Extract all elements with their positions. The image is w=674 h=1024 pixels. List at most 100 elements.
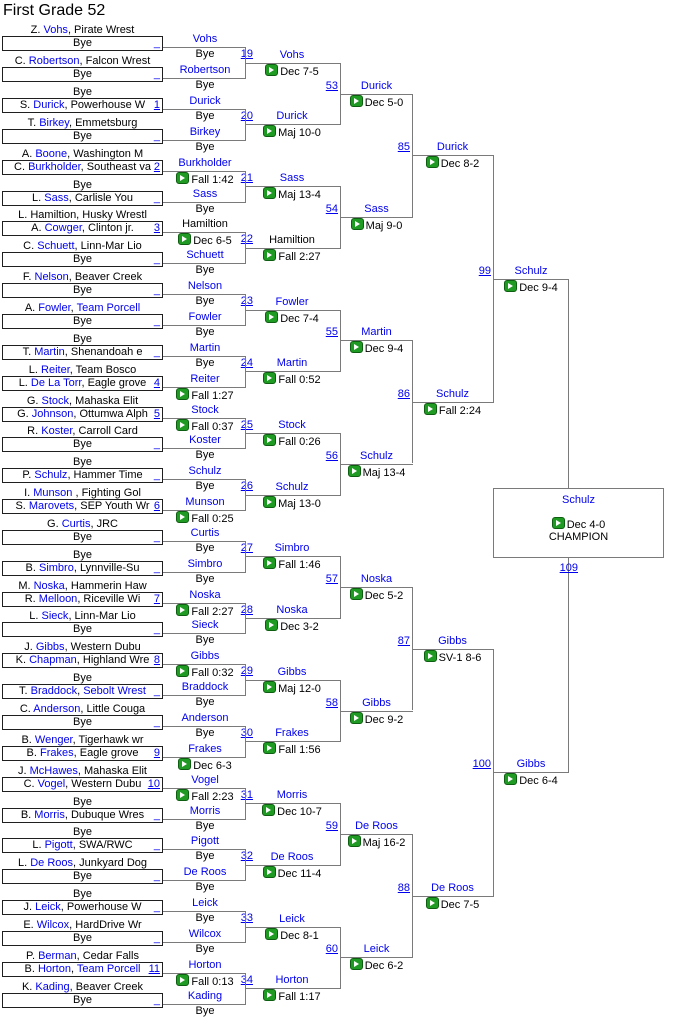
bout-number-link[interactable]: 32 bbox=[240, 850, 253, 862]
winner-name[interactable]: Leick bbox=[192, 897, 218, 909]
winner-name[interactable]: Schulz bbox=[188, 465, 222, 477]
winner-name[interactable]: Horton bbox=[275, 974, 309, 986]
play-video-icon[interactable] bbox=[425, 897, 439, 909]
winner-name[interactable]: Leick bbox=[279, 913, 305, 925]
play-video-icon[interactable] bbox=[176, 789, 190, 801]
bout-number-link[interactable]: 34 bbox=[240, 974, 253, 986]
winner-name[interactable]: Frakes bbox=[188, 743, 222, 755]
winner-name[interactable]: Braddock bbox=[181, 681, 229, 693]
seed-slot-link[interactable]: _ bbox=[153, 346, 160, 358]
seed-slot-link[interactable]: _ bbox=[153, 253, 160, 265]
bout-number-link[interactable]: 88 bbox=[397, 882, 410, 894]
bout-number-link[interactable]: 7 bbox=[153, 593, 160, 605]
play-video-icon[interactable] bbox=[262, 804, 276, 816]
bout-number-link[interactable]: 2 bbox=[153, 161, 160, 173]
winner-name[interactable]: Durick bbox=[360, 80, 393, 92]
wrestler-link[interactable]: Fowler bbox=[38, 302, 71, 314]
play-video-icon[interactable] bbox=[504, 773, 518, 785]
winner-name[interactable]: Sass bbox=[364, 203, 389, 215]
winner-name[interactable]: Simbro bbox=[274, 542, 310, 554]
play-video-icon[interactable] bbox=[176, 974, 190, 986]
bout-number-link[interactable]: 22 bbox=[240, 233, 253, 245]
seed-slot-link[interactable]: _ bbox=[153, 870, 160, 882]
play-video-icon[interactable] bbox=[176, 604, 190, 616]
bout-number-link[interactable]: 56 bbox=[325, 450, 338, 462]
champion-name[interactable]: Schulz bbox=[561, 494, 596, 506]
winner-name[interactable]: Wilcox bbox=[188, 928, 222, 940]
bout-number-link[interactable]: 9 bbox=[153, 747, 160, 759]
winner-name[interactable]: Munson bbox=[185, 496, 225, 508]
winner-name[interactable]: Sieck bbox=[191, 619, 219, 631]
winner-name[interactable]: Horton bbox=[188, 959, 222, 971]
winner-name[interactable]: Vohs bbox=[279, 49, 305, 61]
bout-number-link[interactable]: 3 bbox=[153, 222, 160, 234]
play-video-icon[interactable] bbox=[349, 588, 363, 600]
wrestler-link[interactable]: Vohs bbox=[43, 24, 68, 36]
wrestler-link[interactable]: Noska bbox=[33, 580, 65, 592]
wrestler-link[interactable]: McHawes bbox=[29, 765, 78, 777]
winner-name[interactable]: Gibbs bbox=[438, 635, 467, 647]
bout-number-link[interactable]: 30 bbox=[240, 727, 253, 739]
wrestler-link[interactable]: Sieck bbox=[41, 610, 69, 622]
play-video-icon[interactable] bbox=[504, 280, 518, 292]
wrestler-link[interactable]: Stock bbox=[41, 395, 70, 407]
wrestler-link[interactable]: Gibbs bbox=[35, 641, 65, 653]
bout-number-link[interactable]: 10 bbox=[147, 778, 160, 790]
play-video-icon[interactable] bbox=[349, 95, 363, 107]
play-video-icon[interactable] bbox=[349, 341, 363, 353]
wrestler-link[interactable]: Koster bbox=[41, 425, 73, 437]
bout-number-link[interactable]: 85 bbox=[397, 141, 410, 153]
seed-slot-link[interactable]: _ bbox=[153, 284, 160, 296]
bout-number-link[interactable]: 20 bbox=[240, 110, 253, 122]
play-video-icon[interactable] bbox=[263, 187, 277, 199]
play-video-icon[interactable] bbox=[178, 758, 192, 770]
seed-slot-link[interactable]: _ bbox=[153, 994, 160, 1006]
seed-slot-link[interactable]: _ bbox=[153, 623, 160, 635]
bout-number-link[interactable]: 33 bbox=[240, 912, 253, 924]
wrestler-link[interactable]: Morris bbox=[34, 809, 65, 821]
play-video-icon[interactable] bbox=[263, 125, 277, 137]
wrestler-link[interactable]: Anderson bbox=[33, 703, 81, 715]
wrestler-link[interactable]: Schulz bbox=[34, 469, 68, 481]
bout-number-link[interactable]: 59 bbox=[325, 820, 338, 832]
winner-name[interactable]: Noska bbox=[276, 604, 308, 616]
play-video-icon[interactable] bbox=[347, 835, 361, 847]
bout-number-link[interactable]: 5 bbox=[153, 408, 160, 420]
winner-name[interactable]: Burkholder bbox=[178, 157, 232, 169]
seed-slot-link[interactable]: _ bbox=[153, 932, 160, 944]
seed-slot-link[interactable]: _ bbox=[153, 469, 160, 481]
winner-name[interactable]: De Roos bbox=[431, 882, 474, 894]
play-video-icon[interactable] bbox=[262, 866, 276, 878]
bout-number-link[interactable]: 109 bbox=[559, 562, 578, 574]
winner-name[interactable]: De Roos bbox=[183, 866, 227, 878]
wrestler-link[interactable]: Simbro bbox=[38, 562, 74, 574]
seed-slot-link[interactable]: _ bbox=[153, 531, 160, 543]
play-video-icon[interactable] bbox=[176, 419, 190, 431]
wrestler-link[interactable]: Schuett bbox=[37, 240, 75, 252]
play-video-icon[interactable] bbox=[263, 372, 277, 384]
winner-name[interactable]: Gibbs bbox=[362, 697, 391, 709]
wrestler-link[interactable]: De La Torr bbox=[30, 377, 82, 389]
play-video-icon[interactable] bbox=[347, 465, 361, 477]
bout-number-link[interactable]: 53 bbox=[325, 80, 338, 92]
play-video-icon[interactable] bbox=[176, 388, 190, 400]
winner-name[interactable]: Noska bbox=[189, 589, 221, 601]
play-video-icon[interactable] bbox=[263, 681, 277, 693]
bout-number-link[interactable]: 100 bbox=[472, 758, 491, 770]
winner-name[interactable]: Durick bbox=[276, 110, 308, 122]
wrestler-link[interactable]: Frakes bbox=[40, 747, 74, 759]
wrestler-link[interactable]: Team Porcell bbox=[76, 963, 141, 975]
winner-name[interactable]: Simbro bbox=[187, 558, 223, 570]
bout-number-link[interactable]: 58 bbox=[325, 697, 338, 709]
winner-name[interactable]: De Roos bbox=[270, 851, 314, 863]
winner-name[interactable]: Sass bbox=[279, 172, 305, 184]
seed-slot-link[interactable]: _ bbox=[153, 716, 160, 728]
seed-slot-link[interactable]: _ bbox=[153, 315, 160, 327]
wrestler-link[interactable]: Team Porcell bbox=[76, 302, 141, 314]
play-video-icon[interactable] bbox=[178, 233, 192, 245]
bout-number-link[interactable]: 8 bbox=[153, 654, 160, 666]
wrestler-link[interactable]: Marovets bbox=[28, 500, 75, 512]
bout-number-link[interactable]: 23 bbox=[240, 295, 253, 307]
bout-number-link[interactable]: 19 bbox=[240, 48, 253, 60]
wrestler-link[interactable]: Melloon bbox=[38, 593, 78, 605]
